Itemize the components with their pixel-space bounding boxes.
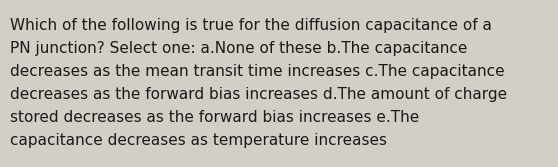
Text: decreases as the forward bias increases d.The amount of charge: decreases as the forward bias increases … bbox=[10, 87, 507, 102]
Text: Which of the following is true for the diffusion capacitance of a: Which of the following is true for the d… bbox=[10, 18, 492, 33]
Text: decreases as the mean transit time increases c.The capacitance: decreases as the mean transit time incre… bbox=[10, 64, 504, 79]
Text: PN junction? Select one: a.None of these b.The capacitance: PN junction? Select one: a.None of these… bbox=[10, 41, 468, 56]
Text: stored decreases as the forward bias increases e.The: stored decreases as the forward bias inc… bbox=[10, 110, 419, 125]
Text: capacitance decreases as temperature increases: capacitance decreases as temperature inc… bbox=[10, 133, 387, 148]
